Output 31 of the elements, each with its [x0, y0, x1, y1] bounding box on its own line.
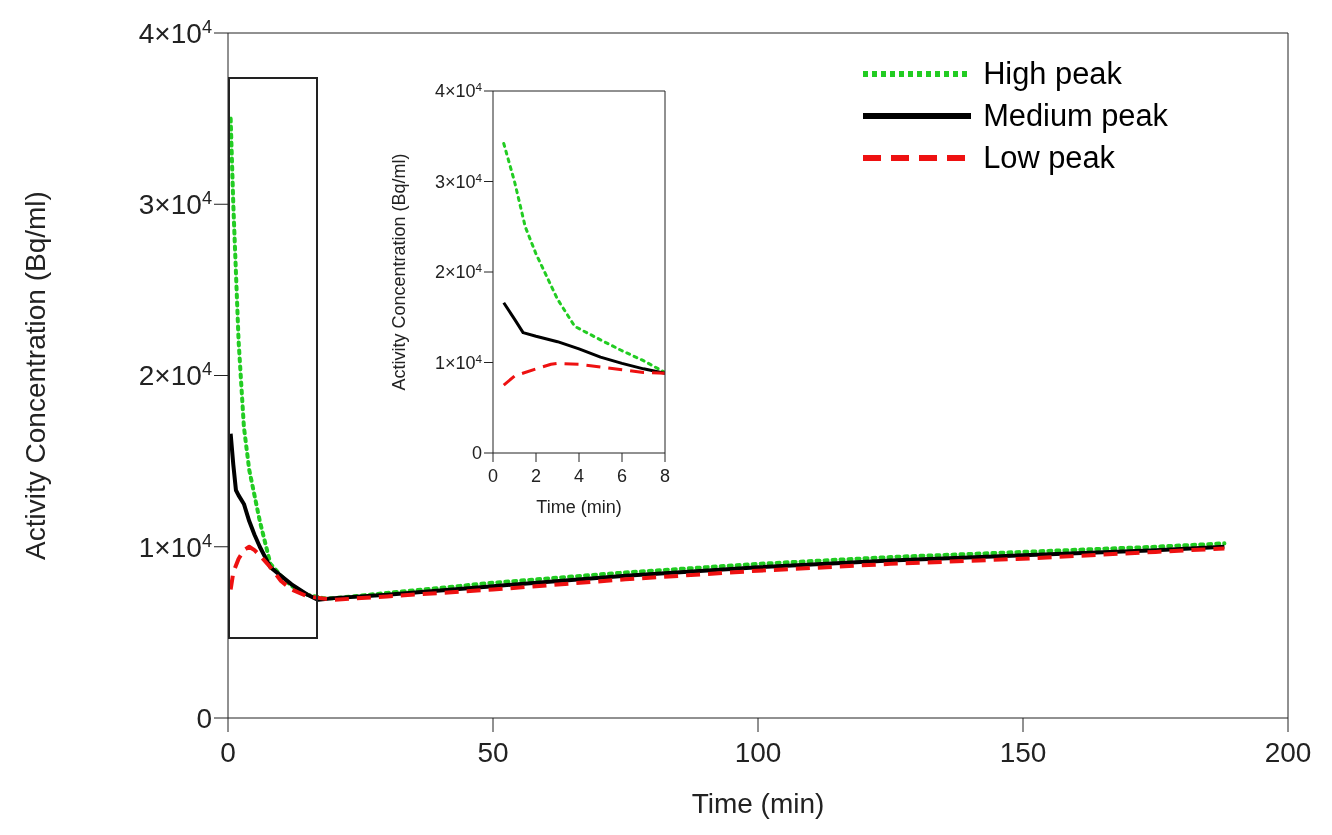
- y-tick-label: 1×10$^{4}$: [138, 530, 212, 563]
- x-tick-label: 2: [530, 466, 542, 486]
- y-tick-label: 2×10$^{4}$: [138, 359, 212, 392]
- y-tick-label: 2×10$^{4}$: [434, 260, 483, 283]
- line-series: [502, 301, 665, 375]
- y-tick-label: 3×10$^{4}$: [434, 170, 483, 192]
- x-tick-label: 0: [487, 466, 499, 486]
- legend-label: High peak: [983, 56, 1122, 92]
- x-axis-title: Time (min): [691, 788, 825, 819]
- y-axis-title: Activity Concentration (Bq/ml): [389, 153, 410, 391]
- x-tick-label: 100: [734, 737, 782, 768]
- line-series: [502, 361, 665, 387]
- x-tick-label: 6: [616, 466, 628, 486]
- y-axis-title: Activity Concentration (Bq/ml): [19, 191, 51, 560]
- y-tick-label: 1×10$^{4}$: [434, 351, 483, 373]
- x-axis-title: Time (min): [536, 497, 622, 517]
- y-tick-label: 4×10$^{4}$: [434, 79, 483, 102]
- y-tick-label: 0: [471, 443, 482, 464]
- x-tick-label: 0: [220, 737, 236, 768]
- legend-label: Low peak: [983, 140, 1115, 176]
- line-series: [502, 141, 665, 374]
- legend-label: Medium peak: [983, 98, 1168, 134]
- x-tick-label: 8: [659, 466, 671, 486]
- y-tick-label: 4×10$^{4}$: [138, 16, 212, 49]
- line-series: [228, 544, 1227, 602]
- x-tick-label: 4: [573, 466, 585, 486]
- y-tick-label: 0: [196, 702, 212, 734]
- x-tick-label: 50: [477, 737, 509, 768]
- x-tick-label: 150: [999, 737, 1047, 768]
- x-tick-label: 200: [1264, 737, 1312, 768]
- y-tick-label: 3×10$^{4}$: [138, 188, 212, 221]
